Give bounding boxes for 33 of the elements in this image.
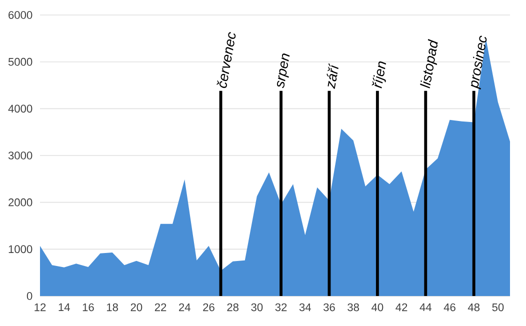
x-tick-label: 14: [58, 303, 70, 311]
ref-line-label: prosinec: [470, 36, 487, 90]
ref-line-label: září: [326, 62, 338, 89]
y-tick-label: 5000: [8, 58, 32, 66]
x-tick-label: 42: [396, 303, 408, 312]
x-tick-label: 18: [106, 303, 118, 312]
x-tick-label: 40: [372, 303, 384, 312]
x-tick-label: 48: [468, 303, 480, 312]
x-tick-label: 34: [299, 303, 311, 312]
x-tick-label: 50: [492, 303, 504, 312]
x-tick-label: 28: [227, 303, 238, 312]
y-tick-label: 0: [26, 292, 32, 300]
x-tick-label: 46: [444, 303, 456, 312]
y-tick-label: 2000: [8, 198, 32, 206]
ref-line-label: srpen: [277, 54, 290, 88]
y-tick-label: 4000: [8, 104, 32, 113]
x-tick-label: 26: [203, 303, 214, 312]
x-tick-label: 20: [130, 303, 142, 312]
x-tick-label: 22: [154, 303, 166, 312]
x-tick-label: 32: [275, 303, 287, 312]
x-tick-label: 30: [251, 303, 263, 312]
ref-line-label: červenec: [216, 32, 236, 88]
x-tick-label: 12: [34, 303, 46, 312]
x-tick-label: 24: [179, 303, 190, 312]
y-tick-label: 3000: [8, 152, 32, 160]
ref-line-label: listopad: [420, 38, 438, 88]
y-tick-label: 6000: [8, 11, 32, 19]
ref-line-label: říjen: [372, 61, 386, 88]
x-tick-label: 44: [420, 303, 432, 311]
x-tick-label: 38: [348, 303, 359, 312]
x-tick-label: 36: [323, 303, 335, 312]
y-tick-label: 1000: [8, 245, 32, 254]
x-tick-label: 16: [82, 303, 94, 312]
